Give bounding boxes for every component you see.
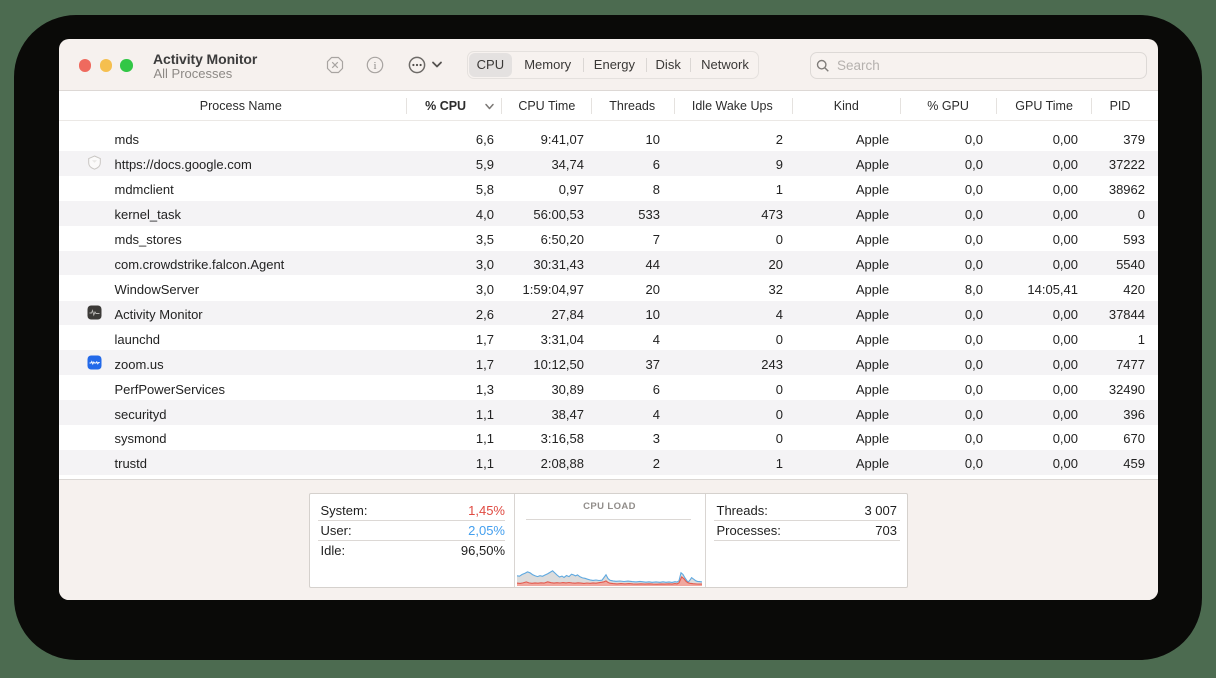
svg-text:i: i <box>373 60 376 72</box>
